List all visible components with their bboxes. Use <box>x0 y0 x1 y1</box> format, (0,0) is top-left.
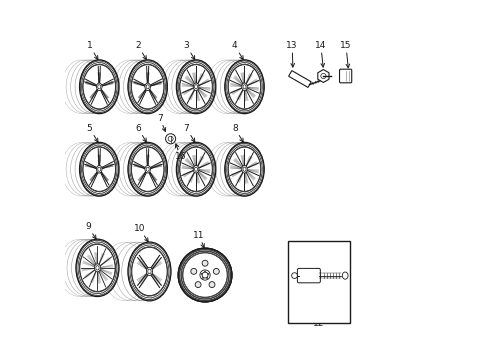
Ellipse shape <box>132 247 167 296</box>
Text: 7: 7 <box>157 114 165 131</box>
Ellipse shape <box>195 282 201 288</box>
Text: 9: 9 <box>85 222 96 239</box>
Ellipse shape <box>228 65 260 109</box>
Ellipse shape <box>146 267 152 275</box>
Text: 6: 6 <box>135 124 146 142</box>
Text: 7: 7 <box>183 124 194 142</box>
Text: 14: 14 <box>315 41 326 67</box>
Ellipse shape <box>200 270 210 280</box>
Text: 10: 10 <box>134 224 148 242</box>
Ellipse shape <box>183 253 226 297</box>
Ellipse shape <box>96 83 102 90</box>
Ellipse shape <box>131 65 163 109</box>
Ellipse shape <box>213 269 219 274</box>
Ellipse shape <box>202 260 207 266</box>
Ellipse shape <box>83 65 115 109</box>
Ellipse shape <box>180 147 212 191</box>
Text: 16: 16 <box>175 144 186 161</box>
Ellipse shape <box>241 83 247 90</box>
Ellipse shape <box>83 147 115 191</box>
Ellipse shape <box>206 277 207 279</box>
Ellipse shape <box>80 244 115 291</box>
Ellipse shape <box>207 273 209 275</box>
Text: 5: 5 <box>86 124 98 142</box>
FancyBboxPatch shape <box>287 241 349 323</box>
Ellipse shape <box>144 83 150 90</box>
Text: 12: 12 <box>312 319 324 328</box>
Ellipse shape <box>241 166 247 173</box>
Text: 4: 4 <box>231 41 243 59</box>
Ellipse shape <box>190 269 196 274</box>
Text: 2: 2 <box>135 41 146 59</box>
Ellipse shape <box>131 147 163 191</box>
Ellipse shape <box>201 273 202 275</box>
Ellipse shape <box>202 277 203 279</box>
Ellipse shape <box>193 83 199 90</box>
Ellipse shape <box>291 273 297 279</box>
Text: 8: 8 <box>231 124 243 142</box>
Ellipse shape <box>180 65 212 109</box>
Text: 13: 13 <box>286 41 297 67</box>
FancyBboxPatch shape <box>339 69 351 83</box>
Ellipse shape <box>204 271 205 272</box>
Ellipse shape <box>96 166 102 173</box>
Ellipse shape <box>165 134 175 144</box>
Ellipse shape <box>342 272 347 279</box>
Ellipse shape <box>209 282 215 288</box>
Text: 1: 1 <box>86 41 98 59</box>
Ellipse shape <box>94 264 100 272</box>
Text: 15: 15 <box>340 41 351 68</box>
Ellipse shape <box>193 166 199 173</box>
Text: 11: 11 <box>193 231 204 248</box>
Polygon shape <box>317 69 328 82</box>
Text: 3: 3 <box>183 41 194 59</box>
Ellipse shape <box>228 147 260 191</box>
Ellipse shape <box>201 271 208 279</box>
FancyBboxPatch shape <box>297 269 320 283</box>
Ellipse shape <box>144 166 150 173</box>
